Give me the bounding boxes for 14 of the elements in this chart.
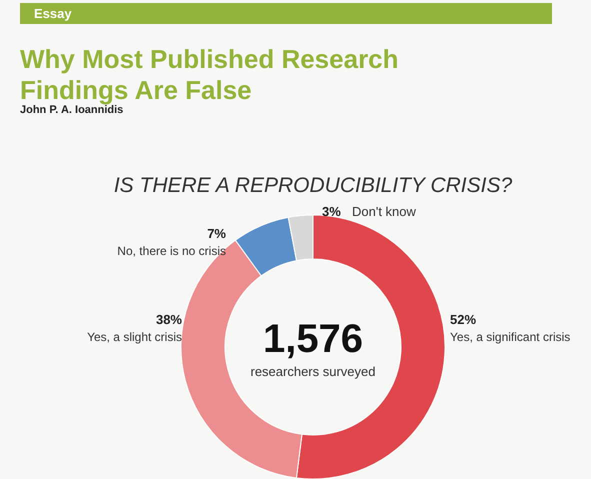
slice-label: No, there is no crisis <box>117 244 226 258</box>
data-label: 7% <box>207 226 226 241</box>
text: Why Most Published Research Findings Are False <box>20 44 399 106</box>
text: Essay <box>34 6 72 21</box>
text: 1,576 <box>262 317 364 361</box>
data-label: 3% <box>322 204 342 219</box>
text: researchers surveyed <box>250 364 376 379</box>
slice-label: Don't know <box>352 204 417 219</box>
data-label: 52% <box>450 312 476 327</box>
data-label: 38% <box>156 312 182 327</box>
slice-label: Yes, a significant crisis <box>450 330 570 344</box>
slice-label: Yes, a slight crisis <box>87 330 182 344</box>
text: John P. A. Ioannidis <box>20 104 124 116</box>
chart-title: IS THERE A REPRODUCIBILITY CRISIS? <box>114 174 512 197</box>
